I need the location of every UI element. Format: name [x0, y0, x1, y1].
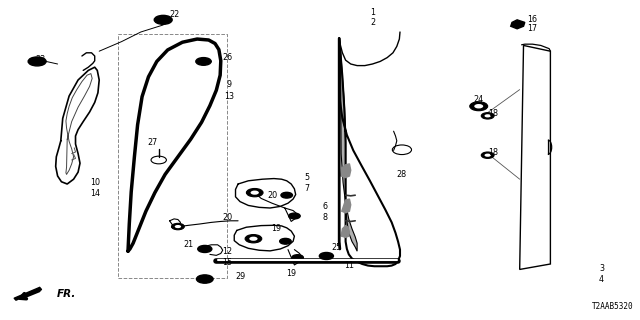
Text: 16: 16: [527, 15, 538, 24]
Text: 1: 1: [371, 8, 376, 17]
Polygon shape: [14, 287, 42, 300]
Circle shape: [484, 154, 491, 157]
Text: 27: 27: [147, 138, 157, 147]
Circle shape: [246, 188, 263, 197]
Polygon shape: [342, 199, 351, 213]
Polygon shape: [340, 48, 357, 251]
Text: 14: 14: [90, 189, 100, 198]
Text: 28: 28: [397, 170, 407, 179]
Circle shape: [196, 58, 211, 65]
Text: T2AAB5320: T2AAB5320: [592, 302, 634, 311]
Text: 7: 7: [305, 184, 310, 193]
Circle shape: [196, 275, 213, 283]
Text: 29: 29: [235, 272, 245, 281]
Circle shape: [172, 223, 184, 230]
Text: 17: 17: [527, 24, 538, 33]
Circle shape: [175, 225, 181, 228]
Text: 8: 8: [323, 213, 328, 222]
Circle shape: [251, 190, 259, 195]
Text: 10: 10: [90, 178, 100, 187]
Text: 11: 11: [344, 261, 354, 270]
Polygon shape: [341, 226, 349, 237]
Circle shape: [280, 238, 291, 244]
Circle shape: [470, 102, 488, 111]
Polygon shape: [520, 45, 550, 269]
Text: 22: 22: [169, 10, 179, 19]
Polygon shape: [340, 164, 351, 178]
Circle shape: [198, 245, 212, 252]
Circle shape: [319, 252, 333, 260]
Text: 15: 15: [222, 258, 232, 267]
Text: 9: 9: [227, 80, 232, 89]
Circle shape: [481, 152, 494, 158]
Text: 19: 19: [271, 224, 282, 233]
Text: 24: 24: [474, 95, 484, 104]
Text: 18: 18: [488, 148, 498, 156]
Circle shape: [474, 104, 483, 108]
Text: 19: 19: [286, 269, 296, 278]
Circle shape: [250, 237, 258, 241]
Text: 12: 12: [222, 247, 232, 256]
Circle shape: [484, 114, 491, 117]
Text: 3: 3: [599, 264, 604, 273]
Circle shape: [154, 15, 172, 24]
Text: 18: 18: [488, 109, 498, 118]
Text: FR.: FR.: [56, 289, 76, 299]
Circle shape: [281, 192, 292, 198]
Circle shape: [28, 57, 46, 66]
Text: 5: 5: [305, 173, 310, 182]
Text: 13: 13: [224, 92, 234, 100]
Text: 4: 4: [599, 276, 604, 284]
Text: 2: 2: [371, 18, 376, 27]
Text: 6: 6: [323, 202, 328, 211]
Circle shape: [292, 255, 303, 260]
Text: 26: 26: [222, 53, 232, 62]
Circle shape: [481, 113, 494, 119]
Circle shape: [245, 235, 262, 243]
Text: 20: 20: [222, 213, 232, 222]
Polygon shape: [511, 20, 525, 29]
Circle shape: [289, 213, 300, 219]
Text: 20: 20: [267, 191, 277, 200]
Text: 25: 25: [331, 244, 341, 252]
Text: 21: 21: [184, 240, 194, 249]
Text: 23: 23: [35, 55, 45, 64]
